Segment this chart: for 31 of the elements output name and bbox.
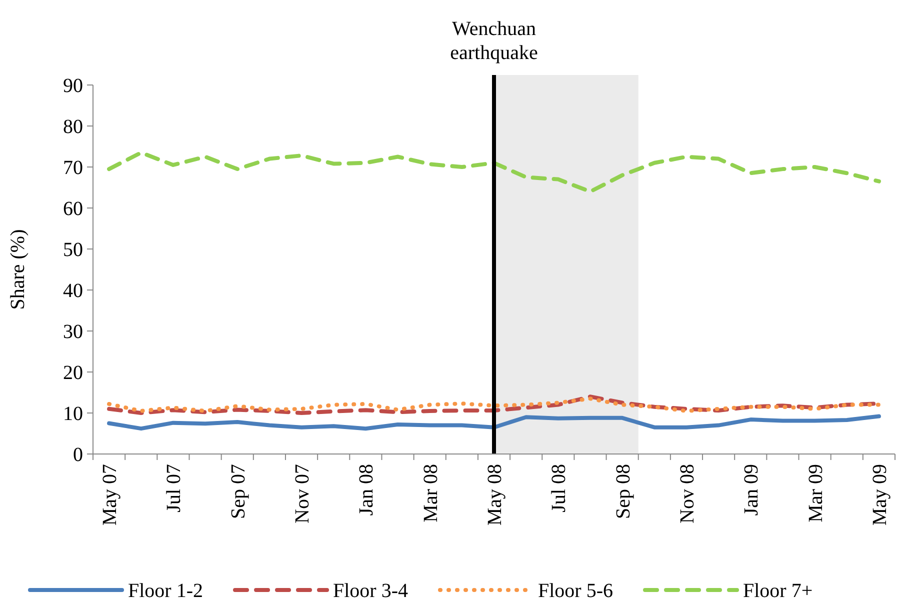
y-tick-label: 60 — [63, 198, 83, 220]
y-tick-label: 0 — [73, 444, 83, 466]
x-tick-label: Jan 08 — [356, 464, 378, 516]
legend-label: Floor 5-6 — [538, 580, 613, 602]
x-tick-label: Sep 07 — [227, 464, 250, 519]
x-tick-label: Mar 09 — [804, 464, 827, 522]
x-tick-label: Jan 09 — [740, 464, 763, 516]
x-tick-label: Nov 08 — [676, 464, 698, 524]
y-tick-label: 30 — [63, 321, 83, 343]
x-tick-label: Mar 08 — [420, 464, 442, 522]
y-tick-label: 50 — [63, 239, 83, 261]
x-tick-label: May 09 — [868, 464, 891, 526]
x-tick-label: Sep 08 — [612, 464, 634, 519]
x-tick-label: Jul 08 — [548, 464, 570, 512]
y-tick-label: 90 — [63, 75, 83, 97]
legend-label: Floor 3-4 — [333, 580, 408, 602]
y-tick-label: 70 — [63, 157, 83, 179]
y-axis-title: Share (%) — [7, 229, 29, 310]
y-tick-label: 40 — [63, 280, 83, 302]
y-tick-label: 20 — [63, 362, 83, 384]
x-tick-label: May 08 — [484, 464, 506, 526]
y-tick-label: 80 — [63, 116, 83, 138]
line-series — [107, 150, 881, 194]
y-tick-label: 10 — [63, 403, 83, 425]
x-tick-label: May 07 — [99, 464, 122, 526]
x-tick-label: Nov 07 — [292, 464, 314, 524]
legend-label: Floor 7+ — [743, 580, 813, 602]
legend-label: Floor 1-2 — [128, 580, 203, 602]
line-series — [107, 414, 881, 431]
ref-line-label: Wenchuan earthquake — [450, 18, 538, 64]
x-tick-label: Jul 07 — [163, 464, 186, 512]
